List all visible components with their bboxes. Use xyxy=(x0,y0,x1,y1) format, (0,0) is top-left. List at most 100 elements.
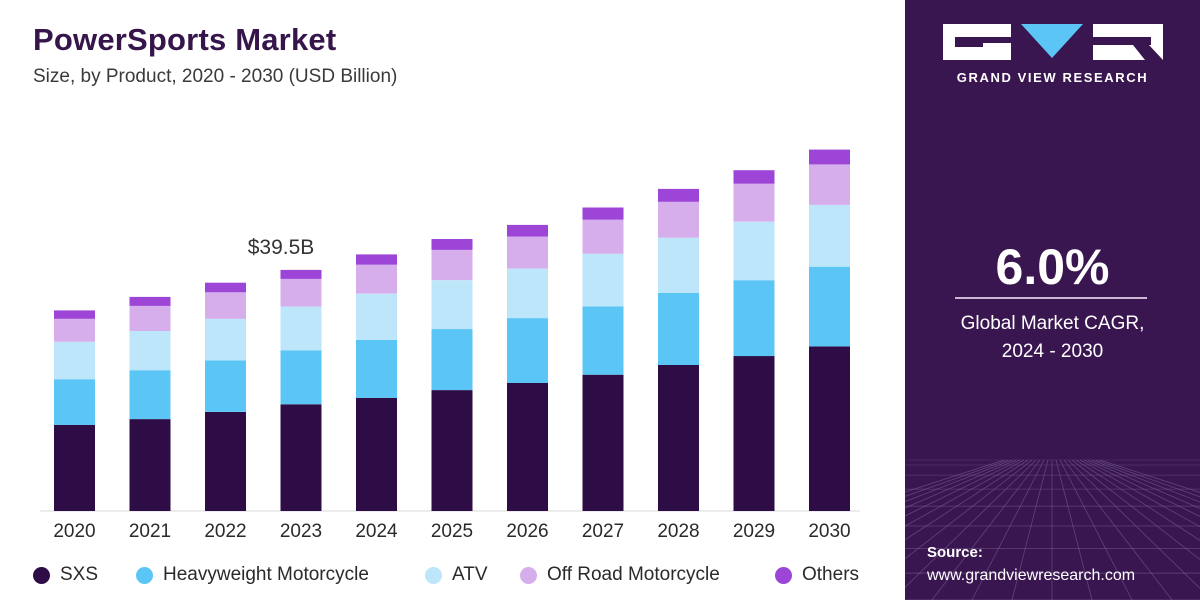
grid-ray xyxy=(905,459,1013,503)
x-tick-label-2020: 2020 xyxy=(53,521,95,542)
bar-2029-others xyxy=(733,170,775,184)
grid-ray xyxy=(905,459,1033,560)
bar-2027-atv xyxy=(582,253,624,307)
bar-2029-off-road-motorcycle xyxy=(733,183,775,222)
cagr-label: Global Market CAGR, 2024 - 2030 xyxy=(905,310,1200,366)
bar-2027-others xyxy=(582,207,624,220)
x-tick-label-2030: 2030 xyxy=(808,521,850,542)
legend-label: Heavyweight Motorcycle xyxy=(163,564,369,585)
legend-swatch xyxy=(775,566,792,584)
grid-ray xyxy=(1087,459,1200,509)
bar-2024-heavyweight-motorcycle xyxy=(356,340,397,398)
bar-2027-off-road-motorcycle xyxy=(582,219,624,254)
bar-2024-off-road-motorcycle xyxy=(356,264,397,294)
bar-2021-atv xyxy=(129,331,171,371)
grid-ray xyxy=(1099,459,1200,493)
grid-ray xyxy=(1079,459,1200,528)
x-tick-label-2029: 2029 xyxy=(733,521,775,542)
bar-2026-sxs xyxy=(507,383,548,511)
bar-2022-sxs xyxy=(205,412,246,511)
grid-ray xyxy=(905,459,1029,541)
bar-2020-heavyweight-motorcycle xyxy=(54,379,95,425)
legend-swatch xyxy=(136,566,153,584)
chart-subtitle: Size, by Product, 2020 - 2030 (USD Billi… xyxy=(33,66,398,87)
bar-2030-heavyweight-motorcycle xyxy=(809,266,850,347)
grid-ray xyxy=(1063,459,1173,600)
grid-ray xyxy=(1075,459,1200,541)
bar-2025-heavyweight-motorcycle xyxy=(431,329,473,391)
bar-2020-others xyxy=(54,310,95,319)
bar-2021-sxs xyxy=(129,419,171,511)
x-tick-label-2028: 2028 xyxy=(657,521,699,542)
bar-2020-off-road-motorcycle xyxy=(54,318,95,342)
bar-2023-sxs xyxy=(280,404,322,511)
bar-2022-atv xyxy=(205,318,246,361)
data-label-2023: $39.5B xyxy=(248,236,315,259)
bar-2022-others xyxy=(205,282,246,293)
legend-swatch xyxy=(425,566,442,584)
legend: SXS Heavyweight Motorcycle ATV Off Road Mot… xyxy=(33,563,903,587)
bar-2029-atv xyxy=(733,221,775,281)
grid-ray xyxy=(1055,459,1093,600)
grid-ray xyxy=(1095,459,1200,498)
bar-2020-sxs xyxy=(54,424,95,511)
bar-2025-sxs xyxy=(431,390,473,511)
cagr-divider xyxy=(955,297,1147,299)
legend-item-atv: ATV xyxy=(425,563,488,587)
x-tick-label-2027: 2027 xyxy=(582,521,624,542)
bar-2025-others xyxy=(431,239,473,250)
x-tick-label-2025: 2025 xyxy=(431,521,473,542)
legend-item-off-road-motorcycle: Off Road Motorcycle xyxy=(520,563,720,587)
grid-ray xyxy=(1067,459,1200,589)
bar-2028-sxs xyxy=(658,365,699,511)
bar-2022-off-road-motorcycle xyxy=(205,292,246,319)
bar-2024-others xyxy=(356,254,397,265)
source-url[interactable]: www.grandviewresearch.com xyxy=(927,567,1136,584)
x-tick-label-2026: 2026 xyxy=(506,521,548,542)
legend-label: Others xyxy=(802,564,860,585)
bar-2026-heavyweight-motorcycle xyxy=(507,318,548,383)
legend-item-sxs: SXS xyxy=(33,563,98,587)
bar-2026-others xyxy=(507,224,548,237)
source-label: Source: xyxy=(927,544,983,561)
x-tick-label-2024: 2024 xyxy=(355,521,398,542)
bar-2028-atv xyxy=(658,237,699,293)
bar-2021-off-road-motorcycle xyxy=(129,305,171,331)
bar-2030-off-road-motorcycle xyxy=(809,164,850,205)
grand-view-research-logo xyxy=(943,24,1163,60)
stacked-bar-chart: 2020 2021 2022 2023 2024 2025 2026 2027 2028 2029… xyxy=(40,149,860,542)
bar-2021-heavyweight-motorcycle xyxy=(129,370,171,420)
cagr-value: 6.0% xyxy=(995,239,1110,295)
grid-ray xyxy=(1083,459,1200,517)
brand-name: GRAND VIEW RESEARCH xyxy=(956,70,1149,85)
legend-swatch xyxy=(33,566,50,584)
bar-2030-sxs xyxy=(809,346,850,511)
bar-2028-heavyweight-motorcycle xyxy=(658,293,699,365)
legend-label: SXS xyxy=(60,564,99,585)
chart-area: 2020 2021 2022 2023 2024 2025 2026 2027 2028 2029… xyxy=(33,22,903,587)
grid-ray xyxy=(1059,459,1133,600)
grid-ray xyxy=(905,459,1037,588)
x-tick-label-2023: 2023 xyxy=(280,521,322,542)
grid-ray xyxy=(905,459,1017,509)
annotations-group: $39.5B xyxy=(248,236,315,259)
x-tick-label-2022: 2022 xyxy=(204,521,246,542)
decorative-grid-graphic xyxy=(905,459,1200,600)
chart-title: PowerSports Market xyxy=(33,22,337,57)
bar-2022-heavyweight-motorcycle xyxy=(205,360,246,412)
legend-label: ATV xyxy=(452,564,488,585)
cagr-label-line2: 2024 - 2030 xyxy=(1001,341,1104,362)
bar-2021-others xyxy=(129,296,171,306)
x-tick-label-2021: 2021 xyxy=(129,521,171,542)
grid-ray xyxy=(931,459,1041,600)
bar-2026-off-road-motorcycle xyxy=(507,236,548,269)
grid-ray xyxy=(905,459,1025,527)
cagr-label-line1: Global Market CAGR, xyxy=(960,313,1145,334)
bar-2027-sxs xyxy=(582,374,624,511)
bars-group xyxy=(54,149,850,511)
bar-2026-atv xyxy=(507,268,548,319)
grid-ray xyxy=(1071,459,1200,561)
grid-ray xyxy=(1091,459,1200,503)
bar-2030-atv xyxy=(809,204,850,267)
brand-panel: GRAND VIEW RESEARCH 6.0% Global Market C… xyxy=(905,0,1200,600)
